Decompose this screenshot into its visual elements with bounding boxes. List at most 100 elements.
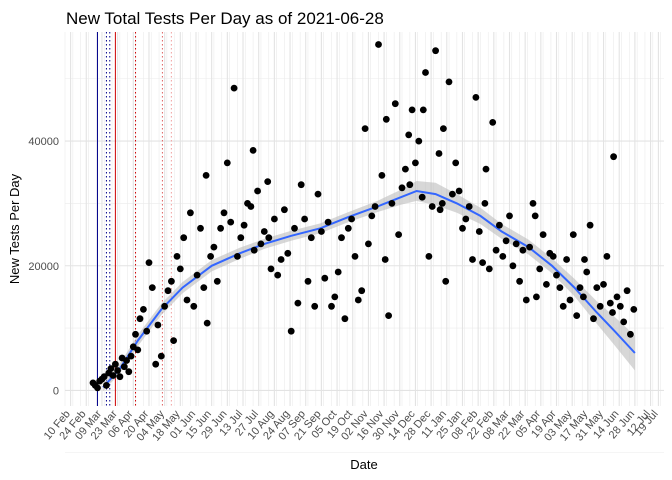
data-point [297, 181, 305, 189]
data-point [173, 253, 181, 260]
data-point [462, 215, 470, 223]
data-point [250, 246, 258, 254]
data-point [371, 203, 379, 210]
data-point [529, 200, 537, 207]
data-point [301, 215, 308, 223]
data-point [277, 256, 285, 263]
event-lines [96, 32, 172, 406]
data-point [351, 253, 359, 260]
data-point [311, 302, 319, 310]
data-point [220, 209, 228, 217]
data-point [573, 312, 581, 319]
data-point [134, 346, 142, 354]
data-point [533, 293, 540, 301]
data-point [623, 287, 631, 295]
data-point [455, 187, 463, 195]
data-point [406, 181, 414, 189]
data-point [375, 41, 382, 48]
data-point [620, 318, 628, 326]
grid-minor [64, 32, 664, 454]
y-tick-label: 40000 [28, 136, 59, 148]
data-point [402, 165, 409, 173]
data-point [230, 84, 238, 92]
data-point [112, 360, 119, 368]
data-point [354, 296, 362, 304]
data-point [593, 284, 601, 291]
data-point [328, 302, 335, 310]
data-point [613, 293, 621, 301]
data-point [502, 237, 510, 245]
data-point [419, 106, 427, 114]
data-point [449, 190, 456, 198]
data-point [609, 309, 616, 316]
data-point [161, 302, 169, 310]
data-point [442, 277, 450, 285]
data-point [563, 256, 570, 263]
data-point [164, 287, 172, 295]
data-point [408, 106, 416, 114]
data-point [583, 268, 591, 276]
data-point [154, 321, 162, 329]
data-point [304, 277, 312, 285]
data-point [247, 203, 255, 210]
data-point [334, 268, 342, 276]
data-point [168, 277, 175, 285]
data-point [203, 319, 211, 327]
data-point [100, 373, 108, 381]
data-point [145, 259, 153, 266]
data-point [519, 246, 527, 254]
data-point [452, 159, 460, 167]
data-point [418, 193, 426, 201]
data-point [479, 259, 486, 266]
data-point [120, 363, 128, 371]
data-point [425, 253, 433, 260]
data-point [630, 306, 638, 313]
data-point [569, 231, 577, 239]
data-point [559, 302, 567, 310]
data-point [210, 243, 218, 251]
data-point [240, 221, 248, 229]
data-point [200, 284, 208, 291]
data-point [125, 368, 133, 376]
data-point [348, 215, 355, 223]
data-point [428, 203, 436, 210]
data-point [398, 184, 406, 192]
data-point [318, 228, 325, 235]
data-point [600, 281, 607, 288]
data-point [103, 382, 110, 389]
data-point [281, 206, 288, 214]
data-point [341, 315, 349, 323]
data-point [586, 221, 594, 229]
data-point [338, 234, 345, 242]
data-point [267, 265, 275, 273]
data-point [213, 277, 221, 285]
data-point [539, 231, 547, 239]
data-point [475, 228, 483, 235]
data-point [492, 246, 500, 254]
data-point [581, 256, 588, 263]
data-point [143, 327, 151, 335]
data-point [616, 302, 624, 310]
data-point [361, 125, 369, 132]
data-point [183, 296, 191, 304]
data-point [291, 224, 298, 232]
data-point [237, 234, 245, 242]
data-point [123, 357, 130, 364]
x-axis-title: Date [350, 457, 377, 472]
data-point [368, 212, 376, 220]
data-point [107, 365, 115, 372]
y-axis-ticks: 0 20000 40000 [28, 136, 59, 397]
data-point [506, 212, 513, 220]
data-point [223, 159, 231, 167]
data-point [580, 293, 587, 301]
data-point [254, 187, 261, 195]
data-point [227, 218, 235, 226]
data-point [331, 293, 339, 301]
data-point [176, 265, 184, 273]
data-point [114, 367, 121, 374]
data-point [459, 224, 466, 232]
data-point [627, 330, 634, 338]
data-point [432, 47, 439, 55]
data-point [522, 296, 530, 304]
